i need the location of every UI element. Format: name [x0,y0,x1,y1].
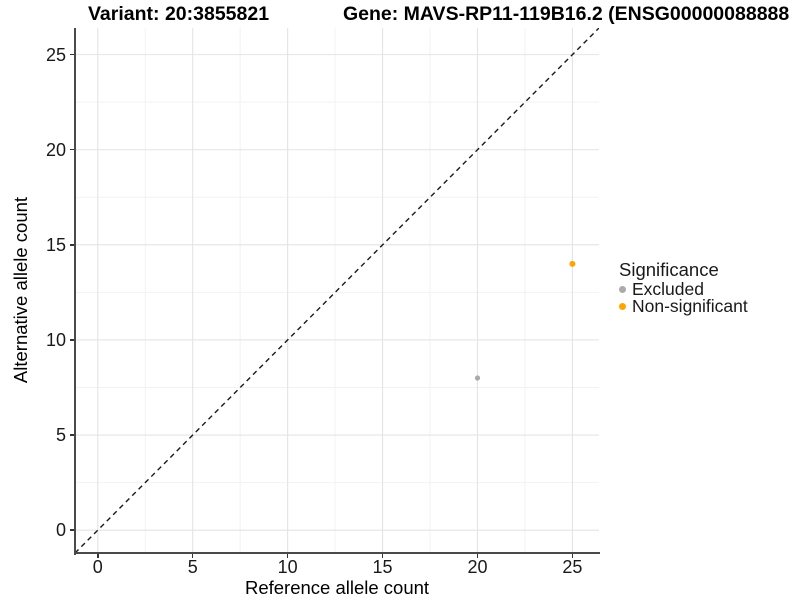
legend-title: Significance [619,259,719,280]
x-tick-mark [381,553,384,559]
legend-item: Non-significant [619,296,748,316]
x-tick-label: 10 [277,557,298,577]
y-axis-title: Alternative allele count [10,196,31,384]
legend: Significance Excluded Non-significant [619,259,748,316]
legend-items: Excluded Non-significant [619,279,748,316]
x-tick-mark [97,553,99,559]
legend-item-label: Excluded [632,279,704,299]
x-tick-mark [571,553,574,559]
legend-dot-icon [619,286,626,293]
y-tick-mark [69,53,74,56]
plot-panel [75,28,599,553]
y-axis-line [74,28,76,555]
y-tick-mark [69,148,74,151]
y-tick-mark [69,339,74,341]
y-tick-label: 0 [55,520,66,541]
x-tick-mark [476,553,479,559]
variant-title: Variant: 20:3855821 [88,3,270,25]
y-tick-label: 15 [45,234,66,255]
y-tick-label: 25 [45,44,66,65]
plot-titles: Variant: 20:3855821 Gene: MAVS-RP11-119B… [0,0,800,28]
gene-title: Gene: MAVS-RP11-119B16.2 (ENSG0000008888… [343,3,790,25]
x-tick-mark [191,553,194,559]
x-axis-line [74,551,600,554]
x-tick-label: 0 [92,557,103,577]
x-tick-label: 25 [562,557,583,577]
legend-item-label: Non-significant [632,296,748,316]
y-tick-label: 20 [45,139,66,160]
x-axis-title: Reference allele count [244,577,430,598]
y-tick-mark [69,244,74,246]
x-tick-label: 15 [372,557,393,577]
y-tick-label: 5 [55,425,66,446]
y-tick-label: 10 [45,329,66,350]
identity-line [75,28,599,553]
legend-dot-icon [619,303,626,310]
legend-item: Excluded [619,279,748,299]
x-tick-label: 5 [187,557,198,577]
x-tick-label: 20 [467,557,488,577]
y-tick-mark [69,529,74,531]
y-tick-mark [69,434,74,436]
data-point-non-significant [569,260,576,267]
data-point-excluded [474,375,481,381]
x-tick-mark [286,553,289,559]
